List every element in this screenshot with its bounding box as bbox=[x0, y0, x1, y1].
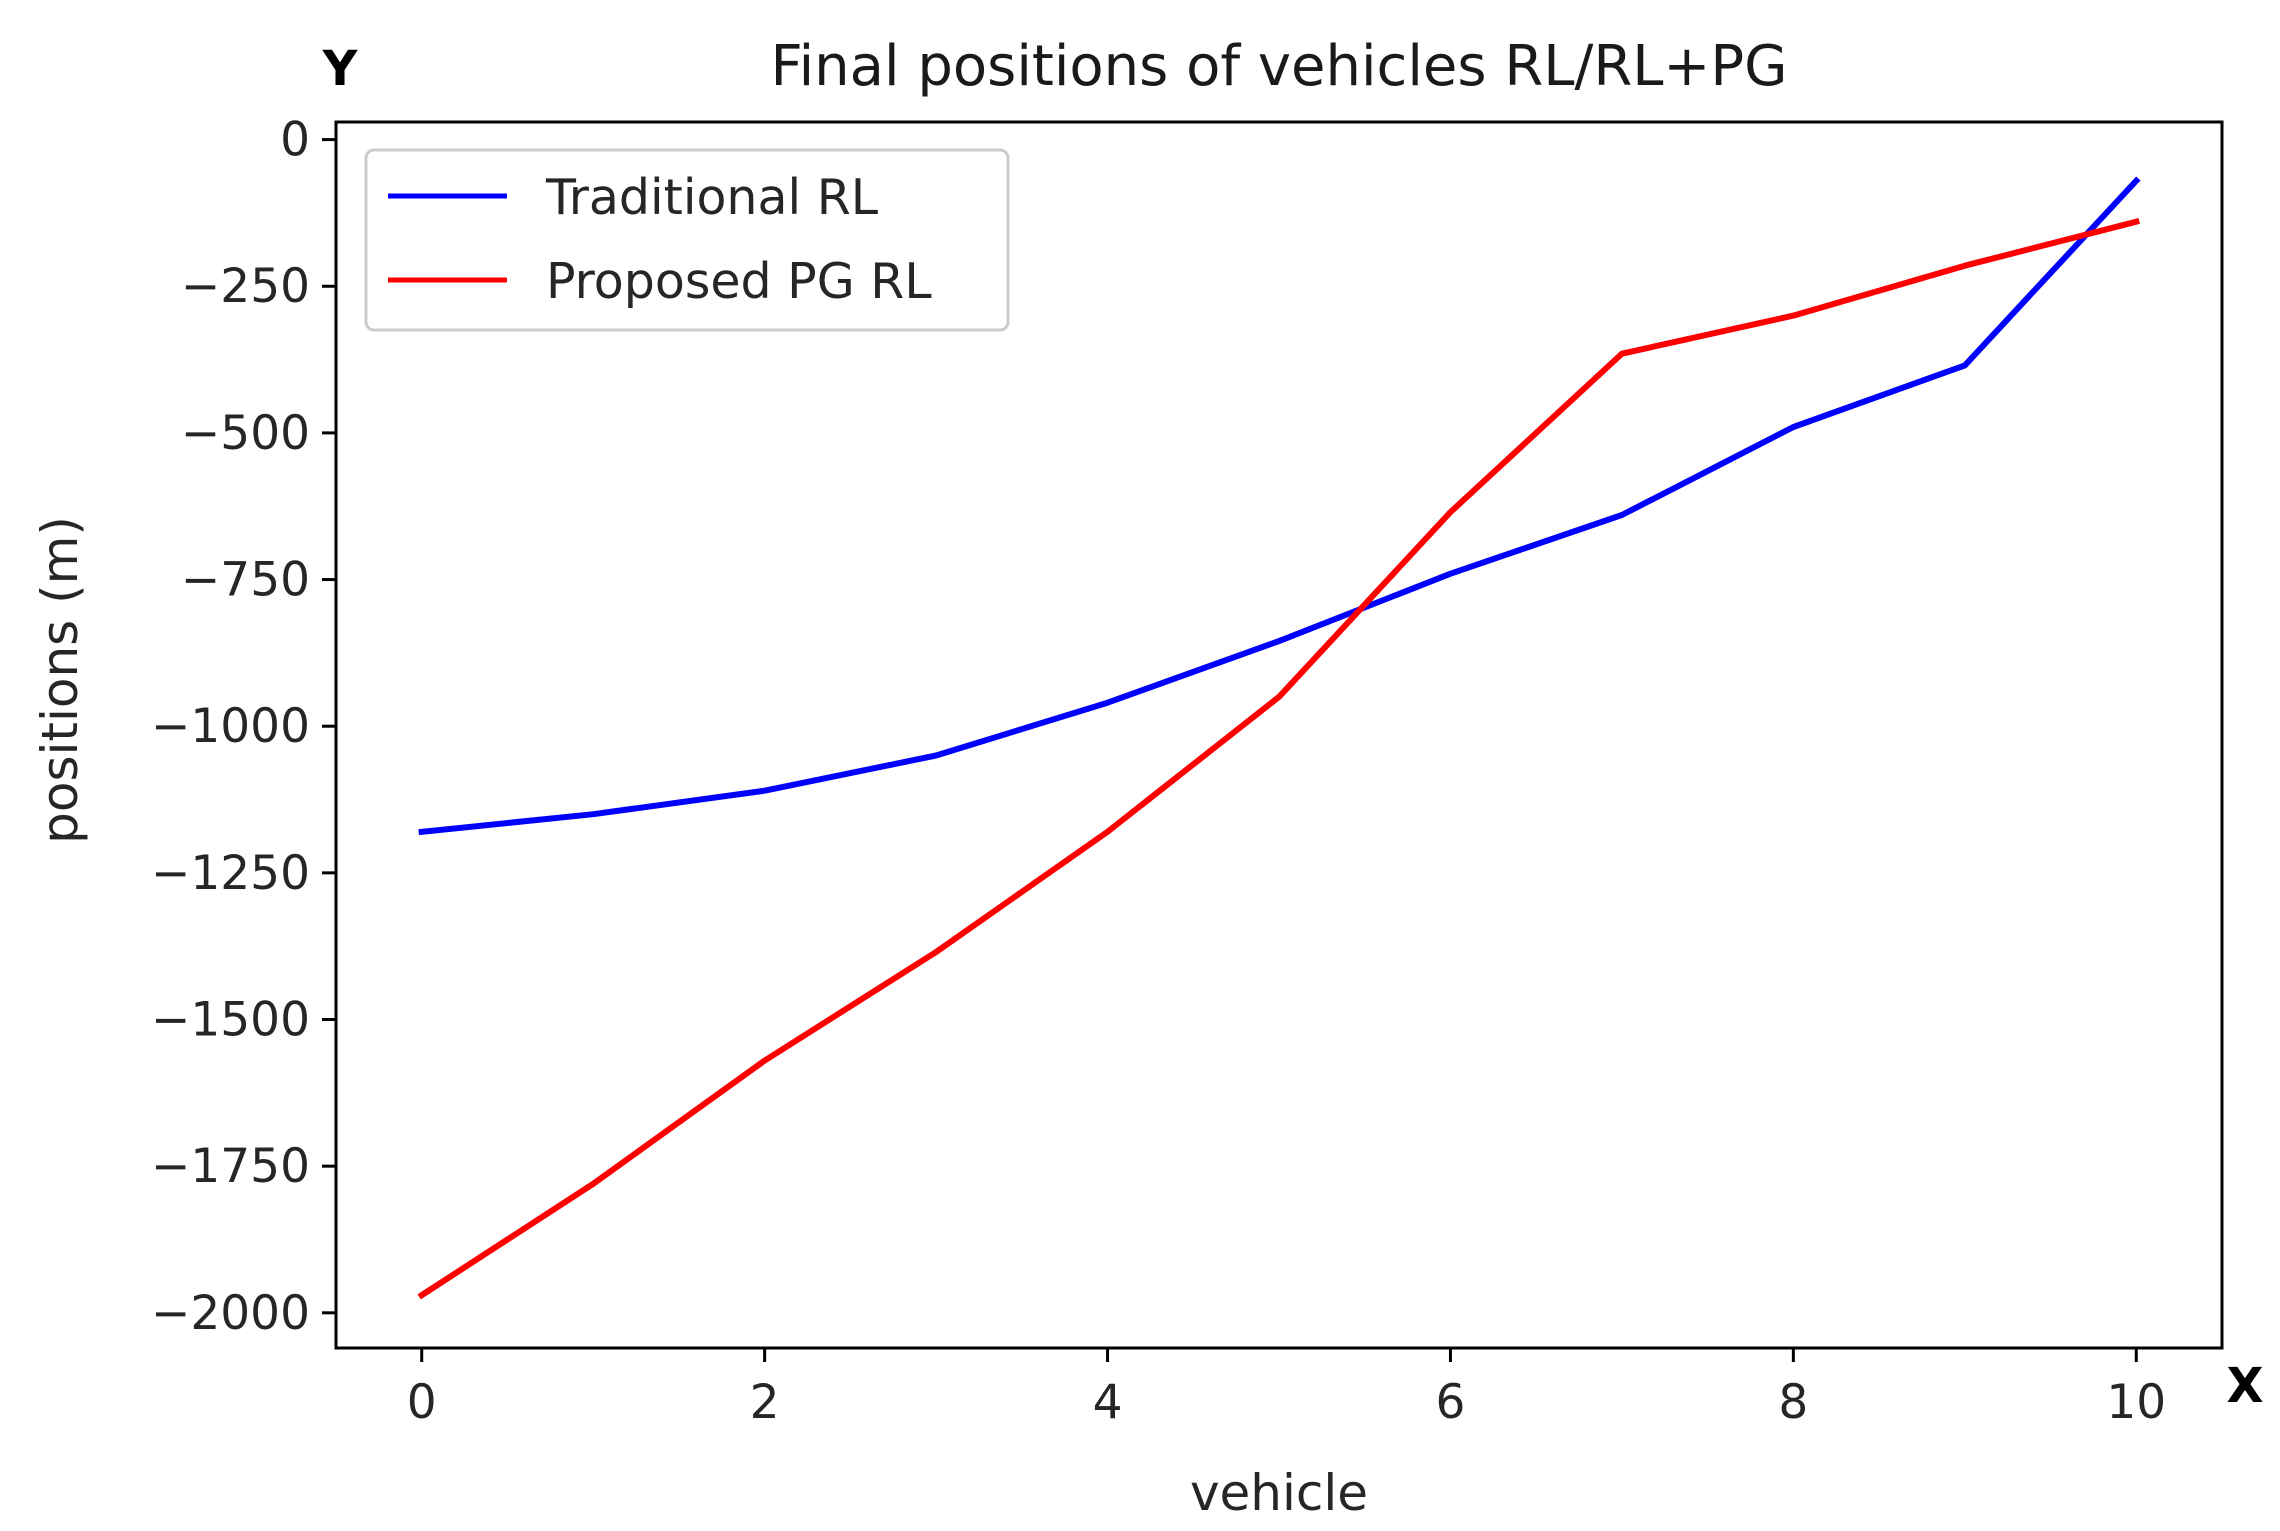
x-tick-label: 0 bbox=[407, 1375, 437, 1430]
y-tick-label: −1250 bbox=[151, 846, 310, 901]
y-tick-label: −1750 bbox=[151, 1139, 310, 1194]
x-tick-label: 10 bbox=[2106, 1375, 2166, 1430]
plot-frame bbox=[334, 120, 2224, 1350]
y-tick-label: −2000 bbox=[151, 1286, 310, 1341]
x-corner-label: X bbox=[2226, 1358, 2263, 1414]
y-tick-label: −750 bbox=[181, 553, 310, 608]
legend-label-proposed-pg-rl: Proposed PG RL bbox=[546, 253, 932, 310]
y-corner-label: Y bbox=[322, 41, 359, 97]
y-tick-label: −1000 bbox=[151, 699, 310, 754]
series-line-proposed-pg-rl bbox=[417, 218, 2140, 1300]
series-layer bbox=[417, 176, 2141, 1300]
y-tick-label: −250 bbox=[181, 259, 310, 314]
x-tick-label: 8 bbox=[1778, 1375, 1808, 1430]
series-line-traditional-rl bbox=[418, 176, 2141, 836]
y-tick-label: −500 bbox=[181, 406, 310, 461]
x-axis: 0 2 4 6 8 10 bbox=[407, 1348, 2166, 1430]
y-tick-label: 0 bbox=[280, 113, 310, 168]
y-tick-label: −1500 bbox=[151, 993, 310, 1048]
x-tick-label: 2 bbox=[750, 1375, 780, 1430]
legend: Traditional RL Proposed PG RL bbox=[364, 148, 1010, 332]
legend-label-traditional-rl: Traditional RL bbox=[545, 169, 879, 226]
x-axis-label: vehicle bbox=[1190, 1464, 1368, 1522]
legend-box bbox=[364, 148, 1010, 332]
x-tick-label: 6 bbox=[1436, 1375, 1466, 1430]
x-tick-label: 4 bbox=[1093, 1375, 1123, 1430]
y-axis-label: positions (m) bbox=[31, 516, 89, 844]
y-axis: 0 −250 −500 −750 −1000 −1250 −1500 −1750 −2000 bbox=[151, 113, 336, 1341]
chart-title: Final positions of vehicles RL/RL+PG bbox=[770, 34, 1787, 99]
